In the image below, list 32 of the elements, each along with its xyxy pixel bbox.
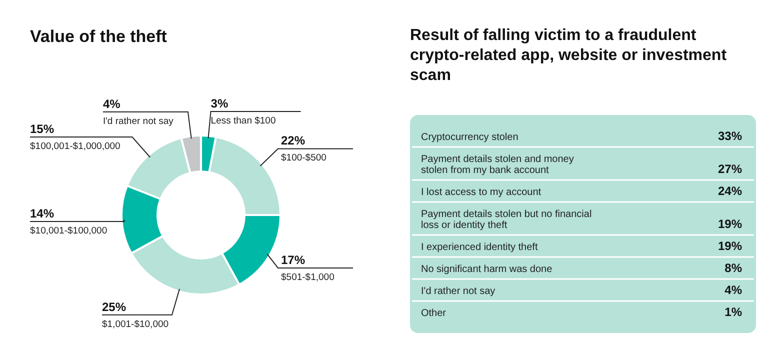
slice-label: $100,001-$1,000,000 xyxy=(30,140,120,152)
text: 4% xyxy=(724,283,742,297)
category-label: Other xyxy=(421,308,447,319)
category-label: I lost access to my account xyxy=(421,187,542,198)
slice-label: $501-$1,000 xyxy=(281,272,334,283)
category-label: I experienced identity theft xyxy=(421,242,538,253)
data-label: 17% xyxy=(281,252,306,267)
text: 8% xyxy=(724,261,742,275)
data-label: 3% xyxy=(210,96,228,110)
category-label: I'd rather not say xyxy=(421,286,496,297)
data-label: 22% xyxy=(281,134,306,148)
text: 33% xyxy=(718,129,742,143)
text: 24% xyxy=(718,184,742,198)
data-label: 4% xyxy=(102,96,121,111)
slice-label: $100-$500 xyxy=(281,152,326,164)
text: 19% xyxy=(718,239,742,253)
slice-label: I'd rather not say xyxy=(102,116,174,127)
category-label: No significant harm was done xyxy=(421,264,553,275)
text: 19% xyxy=(718,217,742,231)
category-label: Cryptocurrency stolen xyxy=(421,132,518,143)
data-label: 25% xyxy=(102,300,126,314)
text: Result of falling victim to a fraudulent crypto-related app, website or investment scam xyxy=(410,27,728,84)
category-label: Payment details stolen and money stolen from my bank account xyxy=(421,154,574,176)
slice-label: $1,001-$10,000 xyxy=(102,318,169,330)
chart-title: Value of the theft xyxy=(30,27,168,46)
category-label: Payment details stolen but no financial loss or identity theft xyxy=(421,209,592,231)
text: 27% xyxy=(718,162,742,176)
slice-label: $10,001-$100,000 xyxy=(30,226,108,237)
text: 1% xyxy=(724,305,742,319)
slice-label: Less than $100 xyxy=(210,115,276,126)
data-label: 14% xyxy=(30,206,54,221)
data-label: 15% xyxy=(30,122,54,136)
